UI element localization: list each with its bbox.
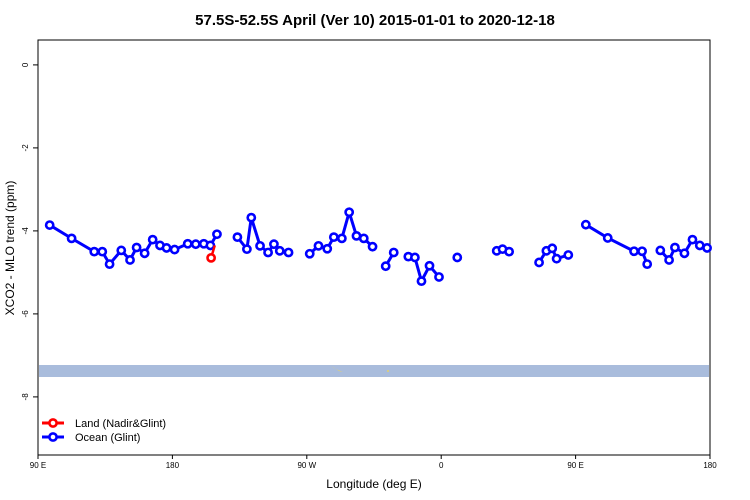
ocean-data-point [139,248,150,259]
ocean-data-point [664,255,674,265]
ocean-data-point [534,257,544,268]
ocean-data-point [629,246,639,257]
x-axis-label: Longitude (deg E) [326,477,421,491]
land-dot-yellow [387,370,389,372]
ocean-series-line [585,223,649,265]
x-tick-label: 180 [166,461,180,470]
land-shading-band [39,365,709,377]
ocean-data-point [322,243,333,254]
ocean-data-point [242,244,252,255]
ocean-data-point [637,246,647,257]
x-tick-label: 0 [439,461,444,470]
ocean-data-point [313,240,324,251]
ocean-data-point [232,232,243,243]
x-axis: 90 E 180 90 W 0 90 E 180 [30,455,717,470]
x-tick-label: 90 W [297,461,316,470]
ocean-data-point [551,253,562,264]
ocean-data-point [655,245,666,256]
y-tick-label: -2 [21,144,30,152]
ocean-data-point [161,243,172,253]
ocean-data-point [104,259,115,269]
ocean-data-point [410,252,420,263]
y-tick-label: -6 [21,310,30,318]
ocean-data-point [434,272,444,282]
ocean-data-point [97,246,108,257]
ocean-data-point [66,233,77,244]
ocean-data-point [116,245,127,256]
ocean-data-point [182,238,193,249]
ocean-data-point [670,242,680,253]
ocean-data-point [358,233,369,244]
ocean-data-point [687,234,698,245]
ocean-data-point [642,259,653,269]
ocean-data-point [547,243,558,254]
legend: Land (Nadir&Glint) Ocean (Glint) [42,418,166,444]
ocean-data-point [388,247,399,258]
ocean-data-point [89,246,100,257]
ocean-data-point [190,239,201,250]
ocean-data-point [679,248,690,259]
ocean-data-point [274,245,285,256]
ocean-data-point [169,244,180,255]
ocean-data-point [416,276,427,287]
ocean-data-point [269,239,279,250]
ocean-data-point [328,232,339,243]
legend-label: Ocean (Glint) [75,432,140,444]
ocean-data-point [147,234,158,245]
ocean-data-point [563,250,574,260]
x-tick-label: 90 E [567,461,583,470]
ocean-data-point [702,243,712,253]
ocean-data-point [344,207,355,218]
ocean-data-point [246,212,257,223]
ocean-data-point [255,240,265,251]
y-axis-label: XCO2 - MLO trend (ppm) [3,181,17,316]
chart-title: 57.5S-52.5S April (Ver 10) 2015-01-01 to… [195,12,555,29]
ocean-data-point [131,242,142,253]
series-layer [44,206,712,287]
y-tick-label: -8 [21,393,30,401]
y-tick-label: 0 [21,62,30,67]
x-tick-label: 90 E [30,461,46,470]
ocean-data-point [504,246,515,257]
ocean-data-point [424,260,435,271]
x-tick-label: 180 [703,461,717,470]
ocean-data-point [263,247,273,258]
ocean-data-point [283,247,294,258]
ocean-data-point [336,233,347,244]
legend-label: Land (Nadir&Glint) [75,418,166,430]
y-axis: 0 -2 -4 -6 -8 [21,62,38,400]
ocean-data-point [452,252,463,263]
land-data-point [206,252,217,263]
ocean-data-point [304,248,315,259]
ocean-data-point [44,220,55,230]
ocean-data-point [602,233,613,243]
ocean-data-point [212,229,222,240]
ocean-data-point [125,255,135,265]
ocean-data-point [367,241,378,252]
legend-marker [48,418,58,428]
legend-marker [48,432,58,442]
ocean-data-point [580,219,591,230]
y-tick-label: -4 [21,227,30,235]
ocean-data-point [380,261,391,272]
